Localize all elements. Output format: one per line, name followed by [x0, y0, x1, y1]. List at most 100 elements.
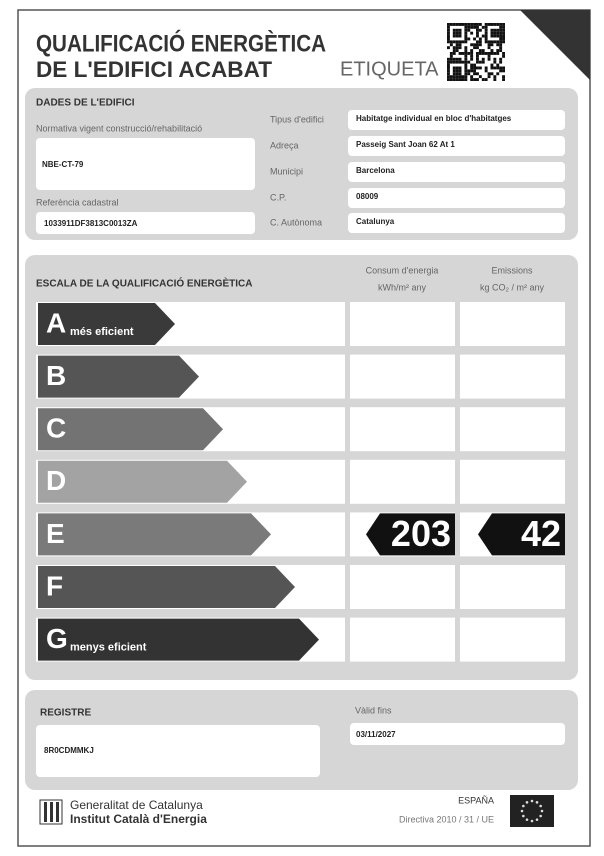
qr-dot	[496, 28, 500, 32]
qr-dot	[478, 28, 482, 32]
qr-dot	[499, 43, 503, 47]
box	[348, 188, 565, 208]
qr-dot	[464, 37, 468, 41]
qr-dot	[484, 25, 488, 29]
qr-dot	[467, 28, 471, 32]
qr-code	[446, 22, 506, 82]
qr-dot	[467, 52, 471, 55]
cell	[460, 302, 565, 346]
qr-dot	[502, 23, 505, 26]
star	[525, 818, 529, 821]
field-value: 03/11/2027	[356, 730, 396, 739]
qr-dot	[496, 23, 500, 26]
qr-dot	[476, 52, 479, 55]
qr-dot	[464, 31, 468, 35]
qr-dot	[478, 40, 482, 44]
qr-dot	[447, 57, 450, 61]
qr-dot	[449, 52, 453, 55]
qr-dot	[490, 34, 494, 38]
qr-dot	[467, 37, 471, 41]
qr-dot	[499, 46, 503, 50]
qr-dot	[493, 66, 497, 70]
qr-dot	[464, 34, 468, 38]
qr-dot	[449, 75, 453, 79]
qr-dot	[464, 57, 468, 61]
class-arrow	[38, 408, 223, 451]
qr-dot	[455, 31, 459, 35]
qr-dot	[447, 23, 450, 26]
qr-dot	[484, 23, 488, 26]
qr-dot	[493, 23, 497, 26]
qr-dot	[478, 60, 482, 64]
cell	[460, 617, 565, 662]
class-letter: F	[46, 570, 63, 601]
qr-dot	[473, 43, 476, 47]
qr-dot	[487, 52, 491, 55]
qr-dot	[490, 40, 494, 44]
qr-dot	[464, 63, 468, 67]
qr-dot	[493, 31, 497, 35]
qr-dot	[493, 75, 497, 79]
qr-dot	[447, 25, 450, 29]
qr-dot	[464, 25, 468, 29]
qr-dot	[487, 57, 491, 61]
qr-dot	[455, 72, 459, 76]
field-value: 08009	[356, 192, 379, 201]
qr-dot	[473, 23, 476, 26]
box	[348, 213, 565, 233]
qr-dot	[461, 78, 465, 81]
qr-dot	[455, 49, 459, 52]
qr-dot	[461, 23, 465, 26]
qr-dot	[452, 78, 456, 81]
qr-dot	[470, 69, 474, 73]
directive: Directiva 2010 / 31 / UE	[399, 814, 494, 824]
column-unit: kWh/m² any	[378, 282, 427, 292]
class-letter: E	[46, 518, 65, 549]
qr-dot	[476, 34, 479, 38]
qr-dot	[464, 72, 468, 76]
qr-dot	[473, 69, 476, 73]
qr-dot	[455, 57, 459, 61]
cell	[350, 617, 455, 662]
qr-dot	[502, 40, 505, 44]
qr-dot	[464, 66, 468, 70]
qr-dot	[467, 69, 471, 73]
qr-dot	[470, 75, 474, 79]
qr-dot	[502, 31, 505, 35]
class-letter: D	[46, 465, 66, 496]
qr-dot	[496, 52, 500, 55]
qr-dot	[455, 60, 459, 64]
qr-dot	[496, 72, 500, 76]
field-label: Referència cadastral	[36, 197, 119, 207]
qr-dot	[478, 66, 482, 70]
qr-dot	[458, 52, 462, 55]
section-title: ESCALA DE LA QUALIFICACIÓ ENERGÈTICA	[36, 277, 252, 290]
star	[530, 799, 534, 803]
qr-dot	[447, 34, 450, 38]
qr-dot	[484, 78, 488, 81]
qr-dot	[476, 40, 479, 44]
qr-dot	[499, 25, 503, 29]
qr-dot	[470, 31, 474, 35]
rating-value: 203	[391, 513, 451, 554]
qr-dot	[464, 49, 468, 52]
qr-dot	[499, 60, 503, 64]
class-arrow	[38, 566, 295, 608]
qr-dot	[490, 31, 494, 35]
field-label: Normativa vigent construcció/rehabilitac…	[36, 123, 202, 133]
qr-dot	[499, 40, 503, 44]
eu-flag	[510, 795, 554, 827]
qr-dot	[490, 66, 494, 70]
qr-dot	[458, 40, 462, 44]
qr-dot	[470, 23, 474, 26]
qr-dot	[455, 66, 459, 70]
qr-dot	[478, 23, 482, 26]
qr-dot	[470, 57, 474, 61]
qr-dot	[499, 31, 503, 35]
star	[530, 819, 534, 823]
qr-dot	[473, 63, 476, 67]
qr-dot	[470, 66, 474, 70]
qr-dot	[449, 43, 453, 47]
qr-dot	[455, 43, 459, 47]
rating-value: 42	[521, 513, 561, 554]
